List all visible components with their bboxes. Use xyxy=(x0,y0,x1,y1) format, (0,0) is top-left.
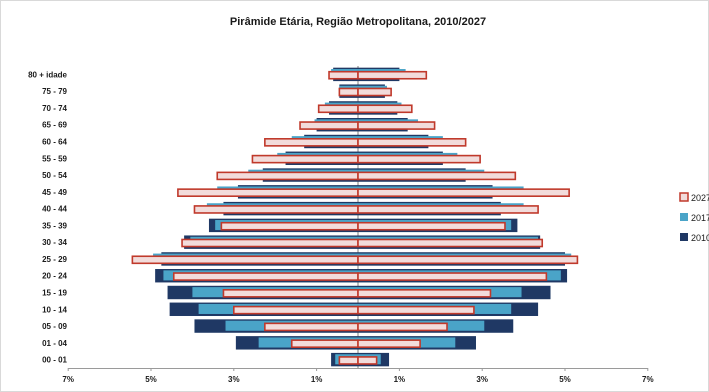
bar-2027-right-6 xyxy=(357,255,579,265)
y-tick-label: 70 - 74 xyxy=(42,104,67,113)
y-tick-label: 40 - 44 xyxy=(42,205,67,214)
legend-swatch-2010 xyxy=(680,233,688,241)
y-tick-label: 65 - 69 xyxy=(42,121,67,130)
bar-2027-right-1 xyxy=(357,339,421,348)
y-tick-label: 05 - 09 xyxy=(42,322,67,331)
bar-2027-left-5 xyxy=(172,272,359,281)
bar-2027-right-11 xyxy=(357,171,517,181)
bar-2027-right-13 xyxy=(357,138,467,147)
x-tick-layer: 7% 5% 3% 1% 1% 3% 5% 7% xyxy=(62,368,654,384)
y-tick-label: 25 - 29 xyxy=(42,255,67,264)
bar-2027-left-4 xyxy=(222,289,359,298)
bar-2027-right-15 xyxy=(357,104,413,114)
legend-swatch-2017 xyxy=(680,213,688,221)
bar-2027-right-3 xyxy=(357,305,475,315)
y-tick-label: 80 + idade xyxy=(28,70,67,79)
x-tick-label: 5% xyxy=(145,375,157,384)
y-tick-label: 00 - 01 xyxy=(42,356,67,365)
legend-label-2017: 2017 xyxy=(691,213,709,223)
y-tick-label: 50 - 54 xyxy=(42,171,67,180)
bar-2027-right-9 xyxy=(357,205,539,214)
x-tick-label: 5% xyxy=(559,375,571,384)
y-tick-label: 15 - 19 xyxy=(42,289,67,298)
legend-label-2010: 2010 xyxy=(691,233,709,243)
bar-2027-left-2 xyxy=(264,322,359,332)
bar-2027-left-14 xyxy=(299,121,359,130)
legend-swatch-2027 xyxy=(679,192,689,202)
bar-2027-left-17 xyxy=(328,70,359,80)
y-tick-label: 01 - 04 xyxy=(42,339,67,348)
y-tick-label: 55 - 59 xyxy=(42,154,67,163)
bar-2027-left-9 xyxy=(193,205,359,214)
bar-2027-left-12 xyxy=(251,154,359,164)
bar-2027-left-16 xyxy=(338,87,359,97)
bar-2027-right-14 xyxy=(357,121,436,130)
bar-2027-right-2 xyxy=(357,322,448,332)
y-tick-label: 45 - 49 xyxy=(42,188,67,197)
x-tick-label: 7% xyxy=(62,375,74,384)
y-tick-label: 10 - 14 xyxy=(42,305,67,314)
bar-2027-left-10 xyxy=(177,188,359,197)
bar-2027-left-8 xyxy=(220,221,359,231)
x-tick-label: 3% xyxy=(476,375,488,384)
y-tick-label: 35 - 39 xyxy=(42,221,67,230)
bar-2027-right-17 xyxy=(357,70,428,80)
x-tick-label: 1% xyxy=(311,375,323,384)
bar-2027-right-12 xyxy=(357,154,481,164)
bar-2027-left-13 xyxy=(264,138,359,147)
bar-2027-left-3 xyxy=(233,305,359,315)
x-tick-label: 1% xyxy=(394,375,406,384)
bar-2027-right-8 xyxy=(357,221,506,231)
bar-2027-left-0 xyxy=(338,356,359,365)
bar-2027-right-16 xyxy=(357,87,392,97)
bar-2027-left-6 xyxy=(131,255,359,265)
bar-2027-right-4 xyxy=(357,289,492,298)
y-tick-label: 20 - 24 xyxy=(42,272,67,281)
bar-2027-right-0 xyxy=(357,356,378,365)
x-tick-label: 3% xyxy=(228,375,240,384)
y-tick-label: 30 - 34 xyxy=(42,238,67,247)
bar-2027-left-15 xyxy=(317,104,359,114)
bar-2027-left-1 xyxy=(290,339,359,348)
y-tick-label: 75 - 79 xyxy=(42,87,67,96)
y-tick-label: 60 - 64 xyxy=(42,138,67,147)
y-tick-layer: 00 - 01 01 - 04 05 - 09 10 - 14 15 - 19 20 - … xyxy=(28,70,67,364)
bar-2027-right-5 xyxy=(357,272,548,281)
legend-label-2027: 2027 xyxy=(691,193,709,203)
legend: 2027 2017 2010 xyxy=(679,192,709,243)
bar-2027-left-7 xyxy=(181,238,359,248)
x-tick-label: 7% xyxy=(642,375,654,384)
axis-layer xyxy=(68,66,648,369)
bars-layer xyxy=(131,67,579,367)
chart-title: Pirâmide Etária, Região Metropolitana, 2… xyxy=(230,16,486,28)
bar-2027-right-10 xyxy=(357,188,570,197)
bar-2027-right-7 xyxy=(357,238,544,248)
bar-2027-left-11 xyxy=(216,171,359,181)
